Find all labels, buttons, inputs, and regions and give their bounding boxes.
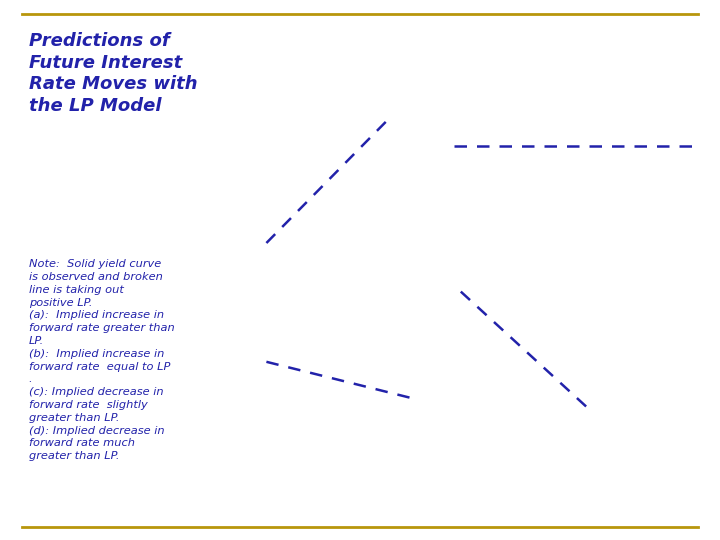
Text: Note:  Solid yield curve
is observed and broken
line is taking out
positive LP.
: Note: Solid yield curve is observed and …: [29, 259, 174, 461]
Text: Predictions of
Future Interest
Rate Moves with
the LP Model: Predictions of Future Interest Rate Move…: [29, 32, 197, 115]
